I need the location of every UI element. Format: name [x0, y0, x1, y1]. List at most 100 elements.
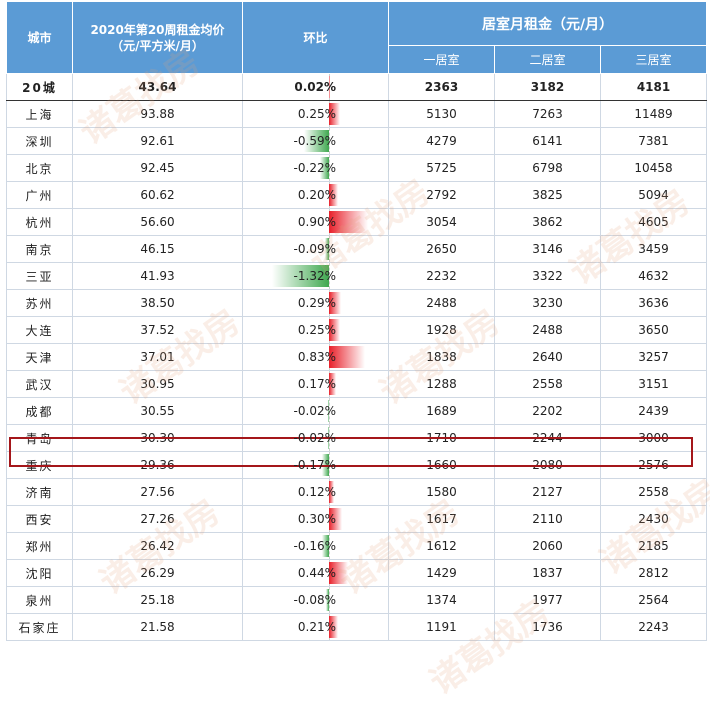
avg-price-cell: 25.18: [72, 586, 243, 614]
change-cell: 0.25%: [242, 316, 389, 344]
change-value: 0.17%: [297, 377, 336, 391]
city-cell: 西安: [6, 505, 73, 533]
three-bedroom-rent-cell: 5094: [599, 181, 708, 209]
change-axis-line: [329, 398, 330, 424]
rent-table: 城市 2020年第20周租金均价 （元/平方米/月） 环比 居室月租金（元/月）…: [6, 1, 708, 641]
three-bedroom-rent-cell: 4632: [599, 262, 708, 290]
one-bedroom-rent-cell: 2650: [388, 235, 495, 263]
one-bedroom-rent-cell: 1288: [388, 370, 495, 398]
city-cell: 石家庄: [6, 613, 73, 641]
change-value: -0.22%: [293, 161, 336, 175]
change-value: 0.12%: [297, 485, 336, 499]
one-bedroom-rent-cell: 1928: [388, 316, 495, 344]
change-cell: -0.16%: [242, 532, 389, 560]
change-cell: 0.29%: [242, 289, 389, 317]
change-cell: 0.90%: [242, 208, 389, 236]
header-rent-group: 居室月租金（元/月）: [387, 1, 708, 46]
one-bedroom-rent-cell: 2488: [388, 289, 495, 317]
table-row: 成都 30.55 -0.02% 1689 2202 2439: [6, 397, 708, 425]
city-cell: 20城: [6, 73, 73, 101]
change-value: 0.21%: [297, 620, 336, 634]
three-bedroom-rent-cell: 4605: [599, 208, 708, 236]
table-row: 天津 37.01 0.83% 1838 2640 3257: [6, 343, 708, 371]
table-row: 北京 92.45 -0.22% 5725 6798 10458: [6, 154, 708, 182]
table-row: 杭州 56.60 0.90% 3054 3862 4605: [6, 208, 708, 236]
change-cell: -0.02%: [242, 397, 389, 425]
two-bedroom-rent-cell: 3230: [494, 289, 601, 317]
change-cell: -1.32%: [242, 262, 389, 290]
one-bedroom-rent-cell: 1191: [388, 613, 495, 641]
two-bedroom-rent-cell: 2110: [494, 505, 601, 533]
change-data-bar: [325, 238, 329, 260]
avg-price-cell: 60.62: [72, 181, 243, 209]
change-data-bar: [329, 211, 368, 233]
one-bedroom-rent-cell: 1838: [388, 343, 495, 371]
city-cell: 大连: [6, 316, 73, 344]
change-data-bar: [272, 265, 329, 287]
two-bedroom-rent-cell: 6798: [494, 154, 601, 182]
one-bedroom-rent-cell: 1580: [388, 478, 495, 506]
city-cell: 三亚: [6, 262, 73, 290]
three-bedroom-rent-cell: 4181: [599, 73, 708, 101]
one-bedroom-rent-cell: 5725: [388, 154, 495, 182]
one-bedroom-rent-cell: 3054: [388, 208, 495, 236]
table-row: 武汉 30.95 0.17% 1288 2558 3151: [6, 370, 708, 398]
change-cell: 0.83%: [242, 343, 389, 371]
table-row: 深圳 92.61 -0.59% 4279 6141 7381: [6, 127, 708, 155]
table-row: 济南 27.56 0.12% 1580 2127 2558: [6, 478, 708, 506]
change-cell: -0.09%: [242, 235, 389, 263]
table-row: 郑州 26.42 -0.16% 1612 2060 2185: [6, 532, 708, 560]
table-body: 20城 43.64 0.02% 2363 3182 4181 上海 93.88 0.25% 513…: [6, 73, 708, 641]
change-axis-line: [329, 155, 330, 181]
change-cell: -0.22%: [242, 154, 389, 182]
three-bedroom-rent-cell: 3650: [599, 316, 708, 344]
two-bedroom-rent-cell: 3146: [494, 235, 601, 263]
two-bedroom-rent-cell: 2202: [494, 397, 601, 425]
change-value: 0.02%: [294, 80, 336, 94]
avg-price-cell: 38.50: [72, 289, 243, 317]
city-cell: 天津: [6, 343, 73, 371]
table-header: 城市 2020年第20周租金均价 （元/平方米/月） 环比 居室月租金（元/月）…: [6, 1, 708, 74]
avg-price-cell: 26.29: [72, 559, 243, 587]
change-data-bar: [325, 589, 329, 611]
change-value: -0.09%: [293, 242, 336, 256]
three-bedroom-rent-cell: 2439: [599, 397, 708, 425]
three-bedroom-rent-cell: 7381: [599, 127, 708, 155]
header-three-bedroom: 三居室: [599, 45, 708, 74]
avg-price-cell: 27.26: [72, 505, 243, 533]
change-cell: -0.59%: [242, 127, 389, 155]
change-data-bar: [329, 184, 338, 206]
change-data-bar: [329, 481, 335, 503]
city-cell: 杭州: [6, 208, 73, 236]
change-value: -0.02%: [293, 431, 336, 445]
one-bedroom-rent-cell: 2232: [388, 262, 495, 290]
avg-price-cell: 92.45: [72, 154, 243, 182]
two-bedroom-rent-cell: 3182: [494, 73, 601, 101]
change-data-bar: [329, 103, 340, 125]
change-cell: 0.17%: [242, 370, 389, 398]
two-bedroom-rent-cell: 3322: [494, 262, 601, 290]
table-row: 上海 93.88 0.25% 5130 7263 11489: [6, 100, 708, 128]
change-cell: 0.12%: [242, 478, 389, 506]
city-cell: 苏州: [6, 289, 73, 317]
header-city: 城市: [6, 1, 73, 74]
avg-price-cell: 41.93: [72, 262, 243, 290]
three-bedroom-rent-cell: 3151: [599, 370, 708, 398]
three-bedroom-rent-cell: 3459: [599, 235, 708, 263]
change-value: 0.25%: [297, 107, 336, 121]
header-one-bedroom: 一居室: [388, 45, 495, 74]
header-change: 环比: [242, 1, 389, 74]
change-value: 0.20%: [297, 188, 336, 202]
one-bedroom-rent-cell: 2363: [388, 73, 495, 101]
change-cell: 0.25%: [242, 100, 389, 128]
avg-price-cell: 30.95: [72, 370, 243, 398]
avg-price-cell: 93.88: [72, 100, 243, 128]
three-bedroom-rent-cell: 3636: [599, 289, 708, 317]
change-value: -0.02%: [293, 404, 336, 418]
table-row: 大连 37.52 0.25% 1928 2488 3650: [6, 316, 708, 344]
city-cell: 沈阳: [6, 559, 73, 587]
one-bedroom-rent-cell: 1689: [388, 397, 495, 425]
one-bedroom-rent-cell: 1612: [388, 532, 495, 560]
change-cell: 0.21%: [242, 613, 389, 641]
change-cell: 0.30%: [242, 505, 389, 533]
